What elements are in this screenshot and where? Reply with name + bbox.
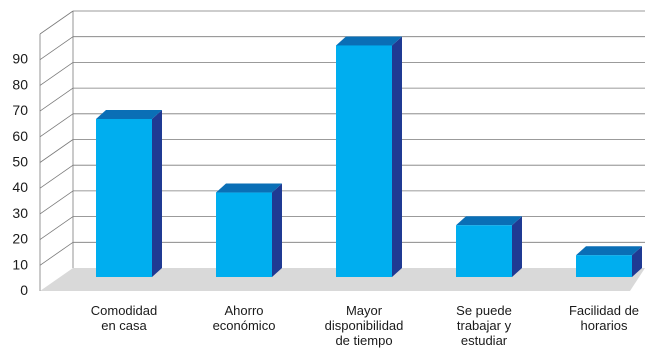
bar-front-face xyxy=(576,255,632,277)
y-tick-label: 10 xyxy=(12,256,28,272)
category-label: Comodidad en casa xyxy=(91,303,158,333)
gridline-diagonal xyxy=(39,241,74,266)
y-tick-label: 90 xyxy=(12,51,28,67)
category-label-line: en casa xyxy=(101,318,147,333)
category-label: Mayor disponibilidad de tiempo xyxy=(325,303,404,348)
category-label-line: trabajar y xyxy=(457,318,512,333)
gridline-diagonal xyxy=(39,216,74,240)
y-tick-label: 80 xyxy=(12,76,28,92)
bars-layer xyxy=(96,36,642,278)
bar-side-face xyxy=(392,36,402,278)
gridline-diagonal xyxy=(39,113,74,138)
category-label-line: estudiar xyxy=(461,333,508,348)
category-label-line: horarios xyxy=(581,318,628,333)
y-tick-label: 40 xyxy=(12,179,28,195)
gridline-diagonal xyxy=(39,139,74,163)
category-label: Se puede trabajar y estudiar xyxy=(456,303,512,348)
bar xyxy=(96,109,162,277)
y-tick-label: 60 xyxy=(12,128,28,144)
bar-front-face xyxy=(96,118,152,277)
y-axis-ticks: 0 10 20 30 40 50 60 70 80 90 xyxy=(12,51,28,298)
bar-front-face xyxy=(336,45,392,278)
category-label-line: Se puede xyxy=(456,303,512,318)
bar xyxy=(336,36,402,278)
category-label-line: económico xyxy=(213,318,276,333)
gridline-diagonal xyxy=(39,62,74,86)
category-label-line: Mayor xyxy=(346,303,383,318)
bar-front-face xyxy=(456,225,512,277)
gridline-diagonal xyxy=(39,87,74,112)
category-label: Facilidad de horarios xyxy=(569,303,639,333)
category-label-line: de tiempo xyxy=(335,333,392,348)
category-label-line: Ahorro xyxy=(224,303,263,318)
bar-side-face xyxy=(272,183,282,277)
bar xyxy=(456,216,522,277)
bar-top-face xyxy=(96,109,162,119)
gridline-diagonal xyxy=(39,190,74,215)
category-label-line: disponibilidad xyxy=(325,318,404,333)
x-axis-categories: Comodidad en casa Ahorro económico Mayor disp… xyxy=(91,303,639,348)
category-label: Ahorro económico xyxy=(213,303,276,333)
gridline-diagonal xyxy=(39,10,74,35)
y-tick-label: 70 xyxy=(12,102,28,118)
bar-front-face xyxy=(216,192,272,277)
bar-side-face xyxy=(152,109,162,277)
bar-side-face xyxy=(632,246,642,277)
bar-top-face xyxy=(336,36,402,46)
category-label-line: Comodidad xyxy=(91,303,158,318)
gridline-diagonal xyxy=(39,36,74,61)
bar-top-face xyxy=(216,183,282,193)
bar-top-face xyxy=(456,216,522,226)
bar xyxy=(576,246,642,277)
bar xyxy=(216,183,282,277)
bar-side-face xyxy=(512,216,522,277)
category-label-line: Facilidad de xyxy=(569,303,639,318)
gridline-diagonal xyxy=(39,164,74,189)
y-tick-label: 0 xyxy=(20,282,28,298)
y-tick-label: 50 xyxy=(12,154,28,170)
y-tick-label: 20 xyxy=(12,231,28,247)
bar-top-face xyxy=(576,246,642,256)
y-tick-label: 30 xyxy=(12,205,28,221)
